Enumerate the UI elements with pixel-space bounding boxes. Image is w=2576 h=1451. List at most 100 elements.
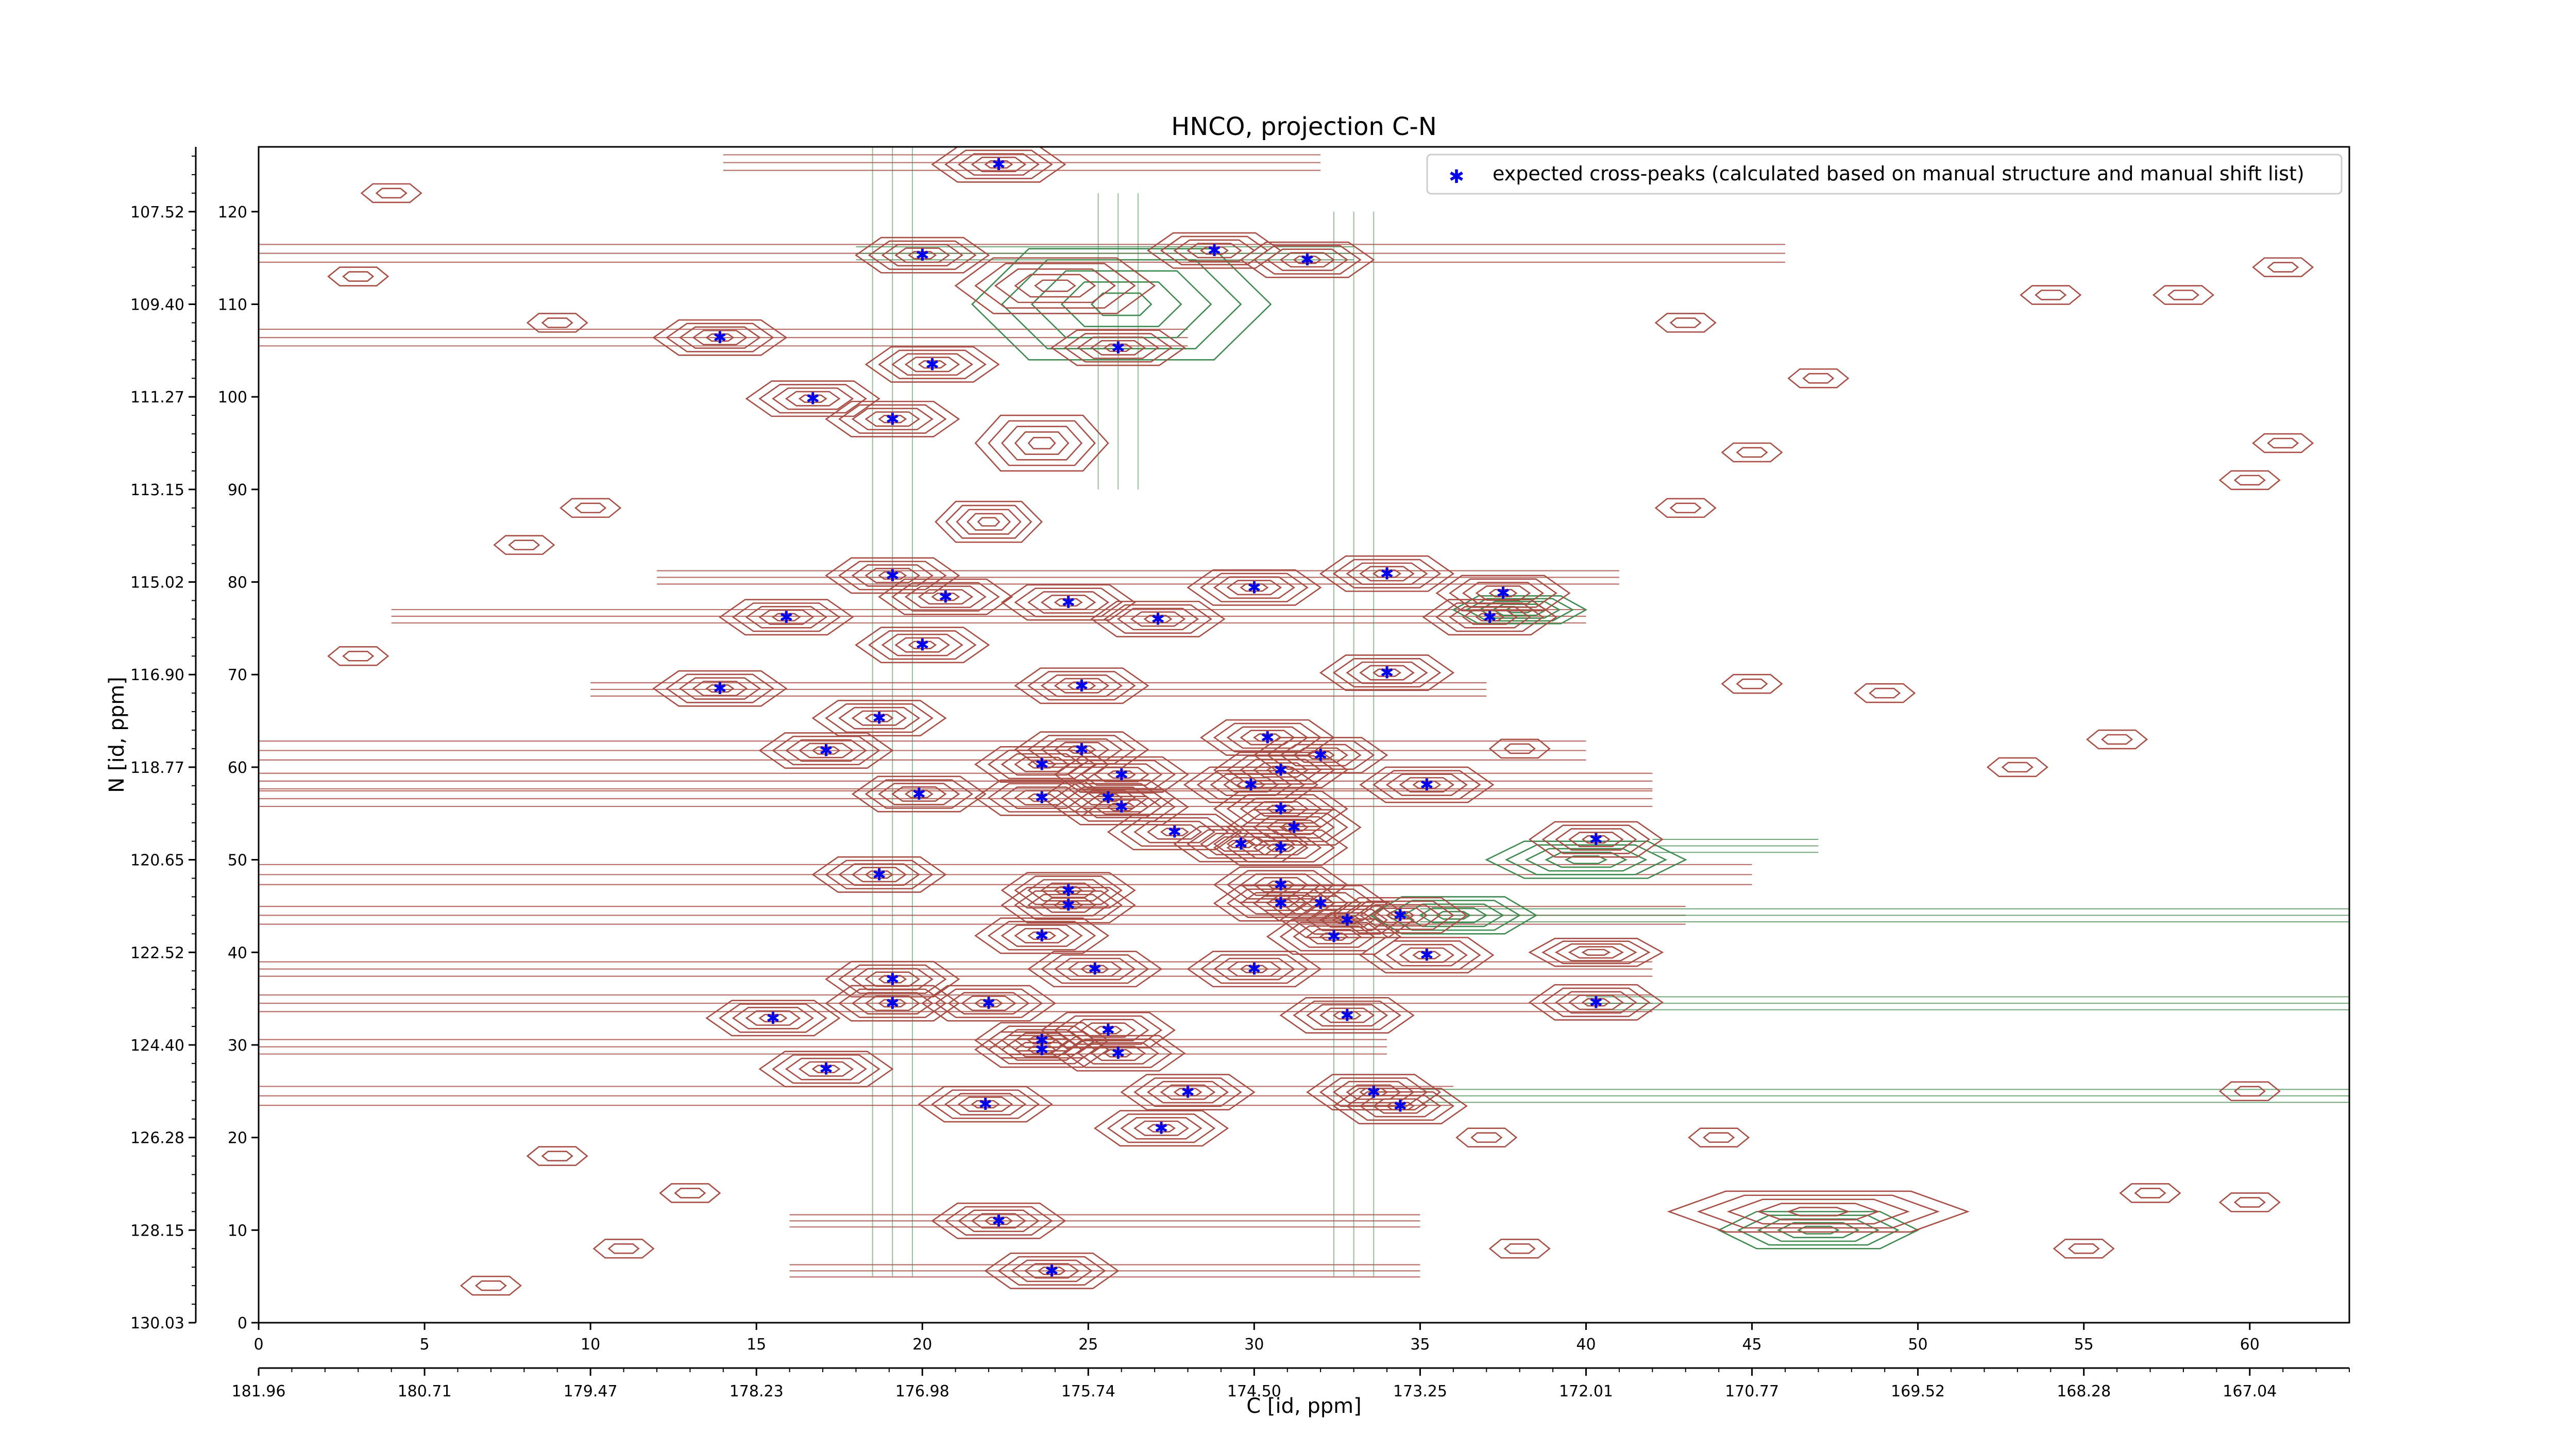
contour-peak xyxy=(692,330,748,346)
cross-peak-marker: ✱ xyxy=(1380,663,1394,683)
secondary-x-tick-label: 170.77 xyxy=(1725,1382,1779,1401)
contour-peak xyxy=(1213,885,1349,922)
contour-peak xyxy=(1090,1045,1146,1061)
contour-peak xyxy=(825,703,934,733)
contour-noise xyxy=(2086,729,2148,750)
contour-noise xyxy=(659,1183,721,1203)
x-tick-label: 35 xyxy=(1410,1336,1430,1354)
contour-peak xyxy=(1555,828,1637,851)
contour-peak xyxy=(1568,832,1624,847)
contour-peak xyxy=(1120,817,1229,847)
contour-peak xyxy=(1173,825,1309,863)
contour-peak xyxy=(918,360,947,369)
contour-peak xyxy=(1223,777,1279,792)
contour-peak xyxy=(971,1100,1000,1109)
contour-noise xyxy=(493,535,555,555)
contour-peak xyxy=(868,630,977,660)
y-tick-label: 80 xyxy=(228,574,247,592)
contour-peak xyxy=(1279,744,1362,767)
contour-peak xyxy=(1014,587,1123,617)
contour-peak xyxy=(1240,758,1322,782)
contour-peak xyxy=(865,346,1000,383)
contour-peak xyxy=(1346,661,1428,684)
contour-peak xyxy=(1279,922,1388,952)
contour-peak xyxy=(1279,252,1335,268)
contour-peak xyxy=(1253,245,1362,275)
contour-peak xyxy=(1093,794,1123,802)
contour-peak xyxy=(1279,901,1415,938)
contour-peak xyxy=(1090,600,1226,637)
contour-peak xyxy=(961,996,1016,1011)
contour-peak xyxy=(1200,954,1309,984)
contour-peak xyxy=(891,582,1000,612)
contour-peak xyxy=(666,673,774,703)
contour-noise xyxy=(474,1280,507,1291)
contour-noise xyxy=(1703,1132,1735,1143)
cross-peak-marker: ✱ xyxy=(872,708,886,728)
contour-noise xyxy=(574,502,607,514)
contour-green xyxy=(1524,848,1648,872)
contour-peak xyxy=(971,1213,1027,1229)
contour-peak xyxy=(772,613,801,621)
contour-peak xyxy=(1027,591,1110,614)
cross-peak-marker: ✱ xyxy=(912,784,926,804)
contour-noise xyxy=(541,1151,573,1161)
contour-peak xyxy=(878,578,1013,615)
contour-peak xyxy=(1130,611,1186,627)
contour-peak xyxy=(838,863,921,886)
cross-peak-marker: ✱ xyxy=(1114,765,1128,784)
contour-peak xyxy=(1067,681,1096,690)
cross-peak-marker: ✱ xyxy=(916,635,929,655)
contour-peak xyxy=(1240,797,1322,820)
cross-peak-marker: ✱ xyxy=(1035,926,1049,946)
contour-peak xyxy=(705,1000,841,1037)
contour-peak xyxy=(1240,892,1322,915)
contour-peak xyxy=(1050,1035,1186,1072)
contour-peak xyxy=(1372,569,1402,578)
contour-peak xyxy=(811,746,841,755)
contour-peak xyxy=(1183,766,1319,803)
contour-peak xyxy=(1080,965,1110,973)
contour-peak xyxy=(904,585,987,609)
secondary-x-tick-label: 169.52 xyxy=(1891,1382,1945,1401)
contour-green xyxy=(1385,900,1521,931)
secondary-x-tick-label: 172.01 xyxy=(1559,1382,1613,1401)
contour-peak xyxy=(692,681,748,697)
contour-green xyxy=(1001,259,1242,350)
contour-peak xyxy=(838,404,947,434)
y-axis-label: N [id, ppm] xyxy=(105,677,129,793)
contour-peak xyxy=(1077,336,1159,359)
peaks-layer: ✱ ✱ ✱ ✱ ✱ ✱ ✱ ✱ ✱ ✱ ✱ ✱ ✱ ✱ ✱ ✱ ✱ ✱ ✱ ✱ ✱ ✱ ✱ ✱ ✱ ✱ ✱ ✱ ✱ ✱ ✱ ✱ ✱ ✱ ✱ ✱ ✱ ✱ ✱ ✱… xyxy=(713,155,1603,1280)
contour-green xyxy=(1369,896,1538,935)
contour-noise xyxy=(2218,470,2281,491)
contour-peak xyxy=(1001,887,1136,924)
contour-peak xyxy=(1143,615,1173,623)
contour-peak xyxy=(1266,880,1295,889)
contour-peak xyxy=(1027,760,1057,769)
contour-peak xyxy=(1555,991,1637,1014)
contour-peak xyxy=(1054,901,1083,909)
contour-peak xyxy=(908,640,937,649)
x-tick-label: 0 xyxy=(253,1336,263,1354)
contour-peak xyxy=(865,567,921,583)
contour-peak xyxy=(1332,897,1468,934)
contour-peak xyxy=(1054,756,1189,793)
cross-peak-marker: ✱ xyxy=(1393,1096,1407,1116)
contour-peak xyxy=(1279,997,1415,1034)
contour-peak xyxy=(1435,575,1571,612)
secondary-y-tick-label: 116.90 xyxy=(130,666,184,684)
x-axis-label: C [id, ppm] xyxy=(1246,1394,1362,1418)
contour-peak xyxy=(878,415,907,424)
cross-peak-marker: ✱ xyxy=(1101,788,1115,807)
y-tick-label: 0 xyxy=(238,1314,247,1332)
contour-peak xyxy=(1346,900,1455,930)
y-tick-label: 10 xyxy=(228,1222,247,1240)
cross-peak-marker: ✱ xyxy=(1111,338,1125,358)
cross-peak-marker: ✱ xyxy=(1589,830,1603,849)
contour-peak xyxy=(868,240,977,270)
contour-peak xyxy=(1385,911,1415,920)
contour-noise xyxy=(327,646,389,666)
contour-noise xyxy=(1736,447,1768,458)
contour-noise xyxy=(2134,1188,2166,1199)
contour-peak xyxy=(1117,608,1199,631)
